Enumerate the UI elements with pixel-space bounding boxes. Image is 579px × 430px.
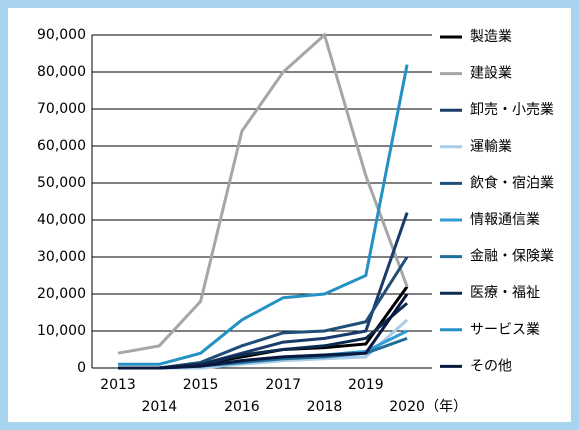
x-tick-label: 2016 <box>224 399 260 415</box>
legend-label: 運輸業 <box>470 139 512 155</box>
legend-label: 情報通信業 <box>470 212 540 228</box>
y-tick-label: 40,000 <box>37 212 86 228</box>
x-tick-label: 2019 <box>348 377 384 393</box>
legend-label: 卸売・小売業 <box>470 102 554 118</box>
y-tick-label: 10,000 <box>37 323 86 339</box>
x-unit: （年） <box>425 399 467 415</box>
y-tick-label: 60,000 <box>37 138 86 154</box>
y-tick-label: 70,000 <box>37 101 86 117</box>
y-tick-label: 0 <box>77 360 86 376</box>
legend-label: 金融・保険業 <box>470 249 554 265</box>
series-line <box>118 64 409 366</box>
legend-label: サービス業 <box>470 322 540 338</box>
x-tick-label: 2015 <box>183 377 219 393</box>
series-line <box>118 293 409 370</box>
x-tick-label: 2017 <box>265 377 301 393</box>
legend-label: 建設業 <box>470 66 512 82</box>
x-tick-label: 2018 <box>307 399 343 415</box>
y-tick-label: 90,000 <box>37 27 86 43</box>
series-line <box>117 32 409 355</box>
x-tick-label: 2013 <box>100 377 136 393</box>
panel <box>8 8 571 422</box>
legend-label: 医療・福祉 <box>470 284 540 301</box>
y-tick-label: 80,000 <box>37 64 86 80</box>
x-tick-label: 2014 <box>141 399 177 415</box>
y-tick-label: 50,000 <box>37 175 86 191</box>
legend-label: 飲食・宿泊業 <box>470 174 554 191</box>
y-tick-label: 20,000 <box>37 286 86 302</box>
y-tick-label: 30,000 <box>37 249 86 265</box>
legend-label: 製造業 <box>470 29 512 45</box>
legend-label: その他 <box>470 358 512 374</box>
x-tick-label: 2020 <box>389 399 425 415</box>
